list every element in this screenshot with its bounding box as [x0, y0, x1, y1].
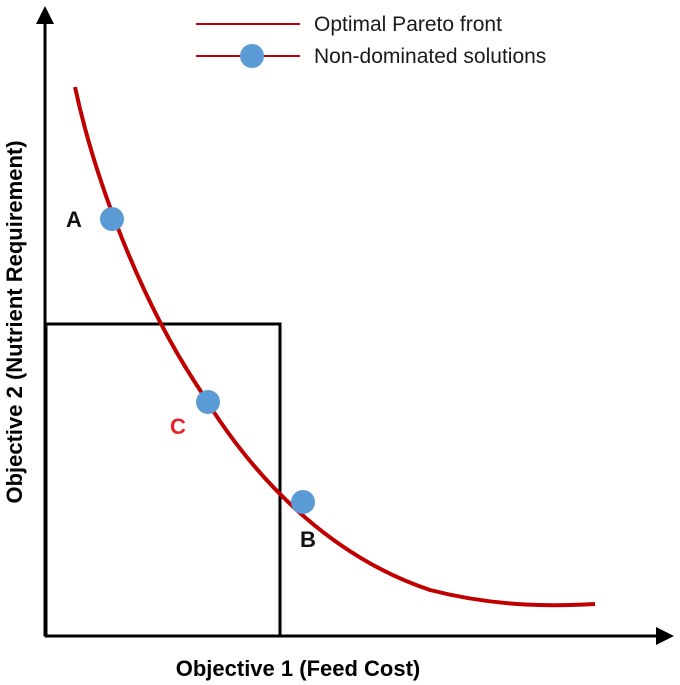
point-label-a: A: [66, 207, 82, 232]
solution-point-b: [291, 490, 315, 514]
legend-front-label: Optimal Pareto front: [314, 13, 502, 36]
legend: Optimal Pareto front Non-dominated solut…: [196, 13, 546, 68]
x-axis-arrowhead: [656, 627, 674, 645]
dominated-region-box: [44, 322, 282, 638]
point-label-b: B: [300, 527, 316, 552]
solution-point-a: [100, 207, 124, 231]
x-axis-title: Objective 1 (Feed Cost): [176, 656, 421, 681]
pareto-front-curve: [73, 86, 596, 608]
point-label-c: C: [170, 414, 186, 439]
y-axis-title: Objective 2 (Nutrient Requirement): [2, 140, 27, 503]
solution-point-c: [196, 390, 220, 414]
y-axis-arrowhead: [36, 6, 54, 24]
legend-solutions-swatch-dot: [240, 44, 264, 68]
legend-solutions-label: Non-dominated solutions: [314, 45, 546, 68]
